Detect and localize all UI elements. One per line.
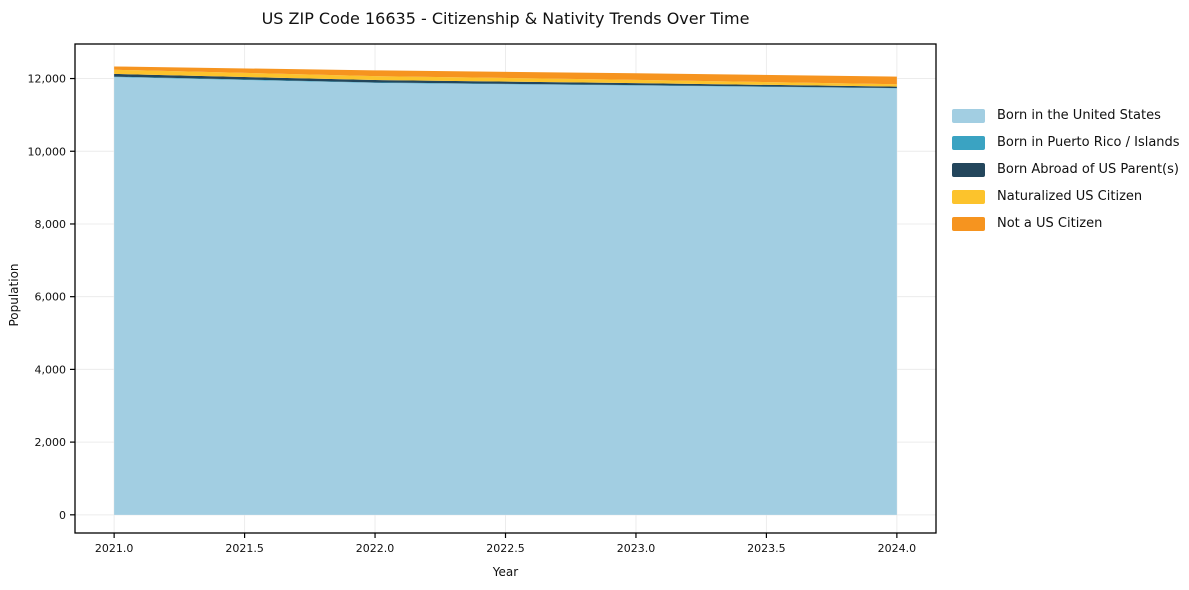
area-series-0 bbox=[114, 77, 897, 515]
legend-swatch-born-abroad bbox=[952, 162, 985, 177]
y-tick-label: 0 bbox=[59, 509, 66, 522]
y-tick-label: 8,000 bbox=[35, 218, 67, 231]
area-series-4 bbox=[114, 66, 897, 85]
legend-item: Naturalized US Citizen bbox=[952, 183, 1180, 210]
legend-item: Born in Puerto Rico / Islands bbox=[952, 129, 1180, 156]
y-tick-label: 10,000 bbox=[28, 145, 67, 158]
y-axis-label: Population bbox=[7, 263, 21, 327]
area-series-1 bbox=[114, 76, 897, 89]
area-series-3 bbox=[114, 69, 897, 87]
chart-title: US ZIP Code 16635 - Citizenship & Nativi… bbox=[261, 9, 750, 28]
legend-label: Not a US Citizen bbox=[997, 216, 1103, 231]
x-axis-label: Year bbox=[492, 565, 519, 579]
legend-label: Born in Puerto Rico / Islands bbox=[997, 135, 1180, 150]
y-tick-label: 6,000 bbox=[35, 291, 67, 304]
y-tick-label: 2,000 bbox=[35, 436, 67, 449]
x-tick-label: 2023.0 bbox=[617, 542, 656, 555]
y-tick-label: 4,000 bbox=[35, 363, 67, 376]
legend-label: Born Abroad of US Parent(s) bbox=[997, 162, 1179, 177]
y-tick-label: 12,000 bbox=[28, 73, 67, 86]
x-tick-label: 2021.0 bbox=[95, 542, 134, 555]
legend-item: Born in the United States bbox=[952, 102, 1180, 129]
x-tick-label: 2024.0 bbox=[878, 542, 917, 555]
legend-swatch-born-in-puerto-rico bbox=[952, 135, 985, 150]
legend-swatch-born-in-us bbox=[952, 108, 985, 123]
legend-item: Not a US Citizen bbox=[952, 210, 1180, 237]
legend-swatch-not-citizen bbox=[952, 216, 985, 231]
area-series-2 bbox=[114, 73, 897, 89]
legend-label: Naturalized US Citizen bbox=[997, 189, 1143, 204]
x-tick-label: 2022.0 bbox=[356, 542, 395, 555]
x-tick-label: 2022.5 bbox=[486, 542, 525, 555]
legend-item: Born Abroad of US Parent(s) bbox=[952, 156, 1180, 183]
legend: Born in the United States Born in Puerto… bbox=[952, 102, 1180, 237]
legend-swatch-naturalized bbox=[952, 189, 985, 204]
legend-label: Born in the United States bbox=[997, 108, 1161, 123]
x-tick-label: 2023.5 bbox=[747, 542, 786, 555]
x-tick-label: 2021.5 bbox=[225, 542, 264, 555]
